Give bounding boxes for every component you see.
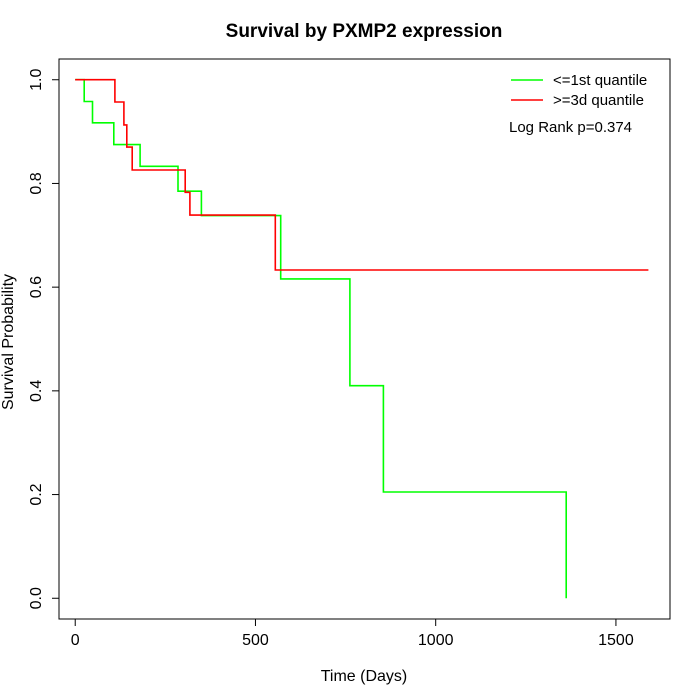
x-tick-label: 1500 — [598, 632, 634, 649]
x-tick-label: 1000 — [418, 632, 454, 649]
legend-label: >=3d quantile — [553, 92, 644, 109]
y-axis: 0.0 0.2 0.4 0.6 0.8 1.0 — [28, 69, 60, 609]
log-rank-annotation: Log Rank p=0.374 — [509, 119, 632, 136]
series-layer — [75, 78, 649, 599]
y-tick-label: 1.0 — [28, 69, 45, 91]
y-tick-label: 0.6 — [28, 276, 45, 298]
y-axis-label: Survival Probability — [0, 274, 17, 410]
legend-label: <=1st quantile — [553, 72, 647, 89]
y-tick-label: 0.0 — [28, 587, 45, 609]
chart-title: Survival by PXMP2 expression — [226, 21, 503, 42]
x-axis: 0 500 1000 1500 — [71, 618, 634, 649]
y-tick-label: 0.4 — [28, 380, 45, 402]
series-line-2 — [75, 78, 649, 271]
y-tick-label: 0.8 — [28, 172, 45, 194]
y-tick-label: 0.2 — [28, 483, 45, 505]
x-tick-label: 0 — [71, 632, 80, 649]
plot-frame — [58, 58, 671, 620]
x-tick-label: 500 — [242, 632, 269, 649]
series-line-1 — [75, 78, 568, 599]
x-axis-label: Time (Days) — [321, 668, 408, 685]
legend: <=1st quantile >=3d quantile — [511, 72, 647, 109]
